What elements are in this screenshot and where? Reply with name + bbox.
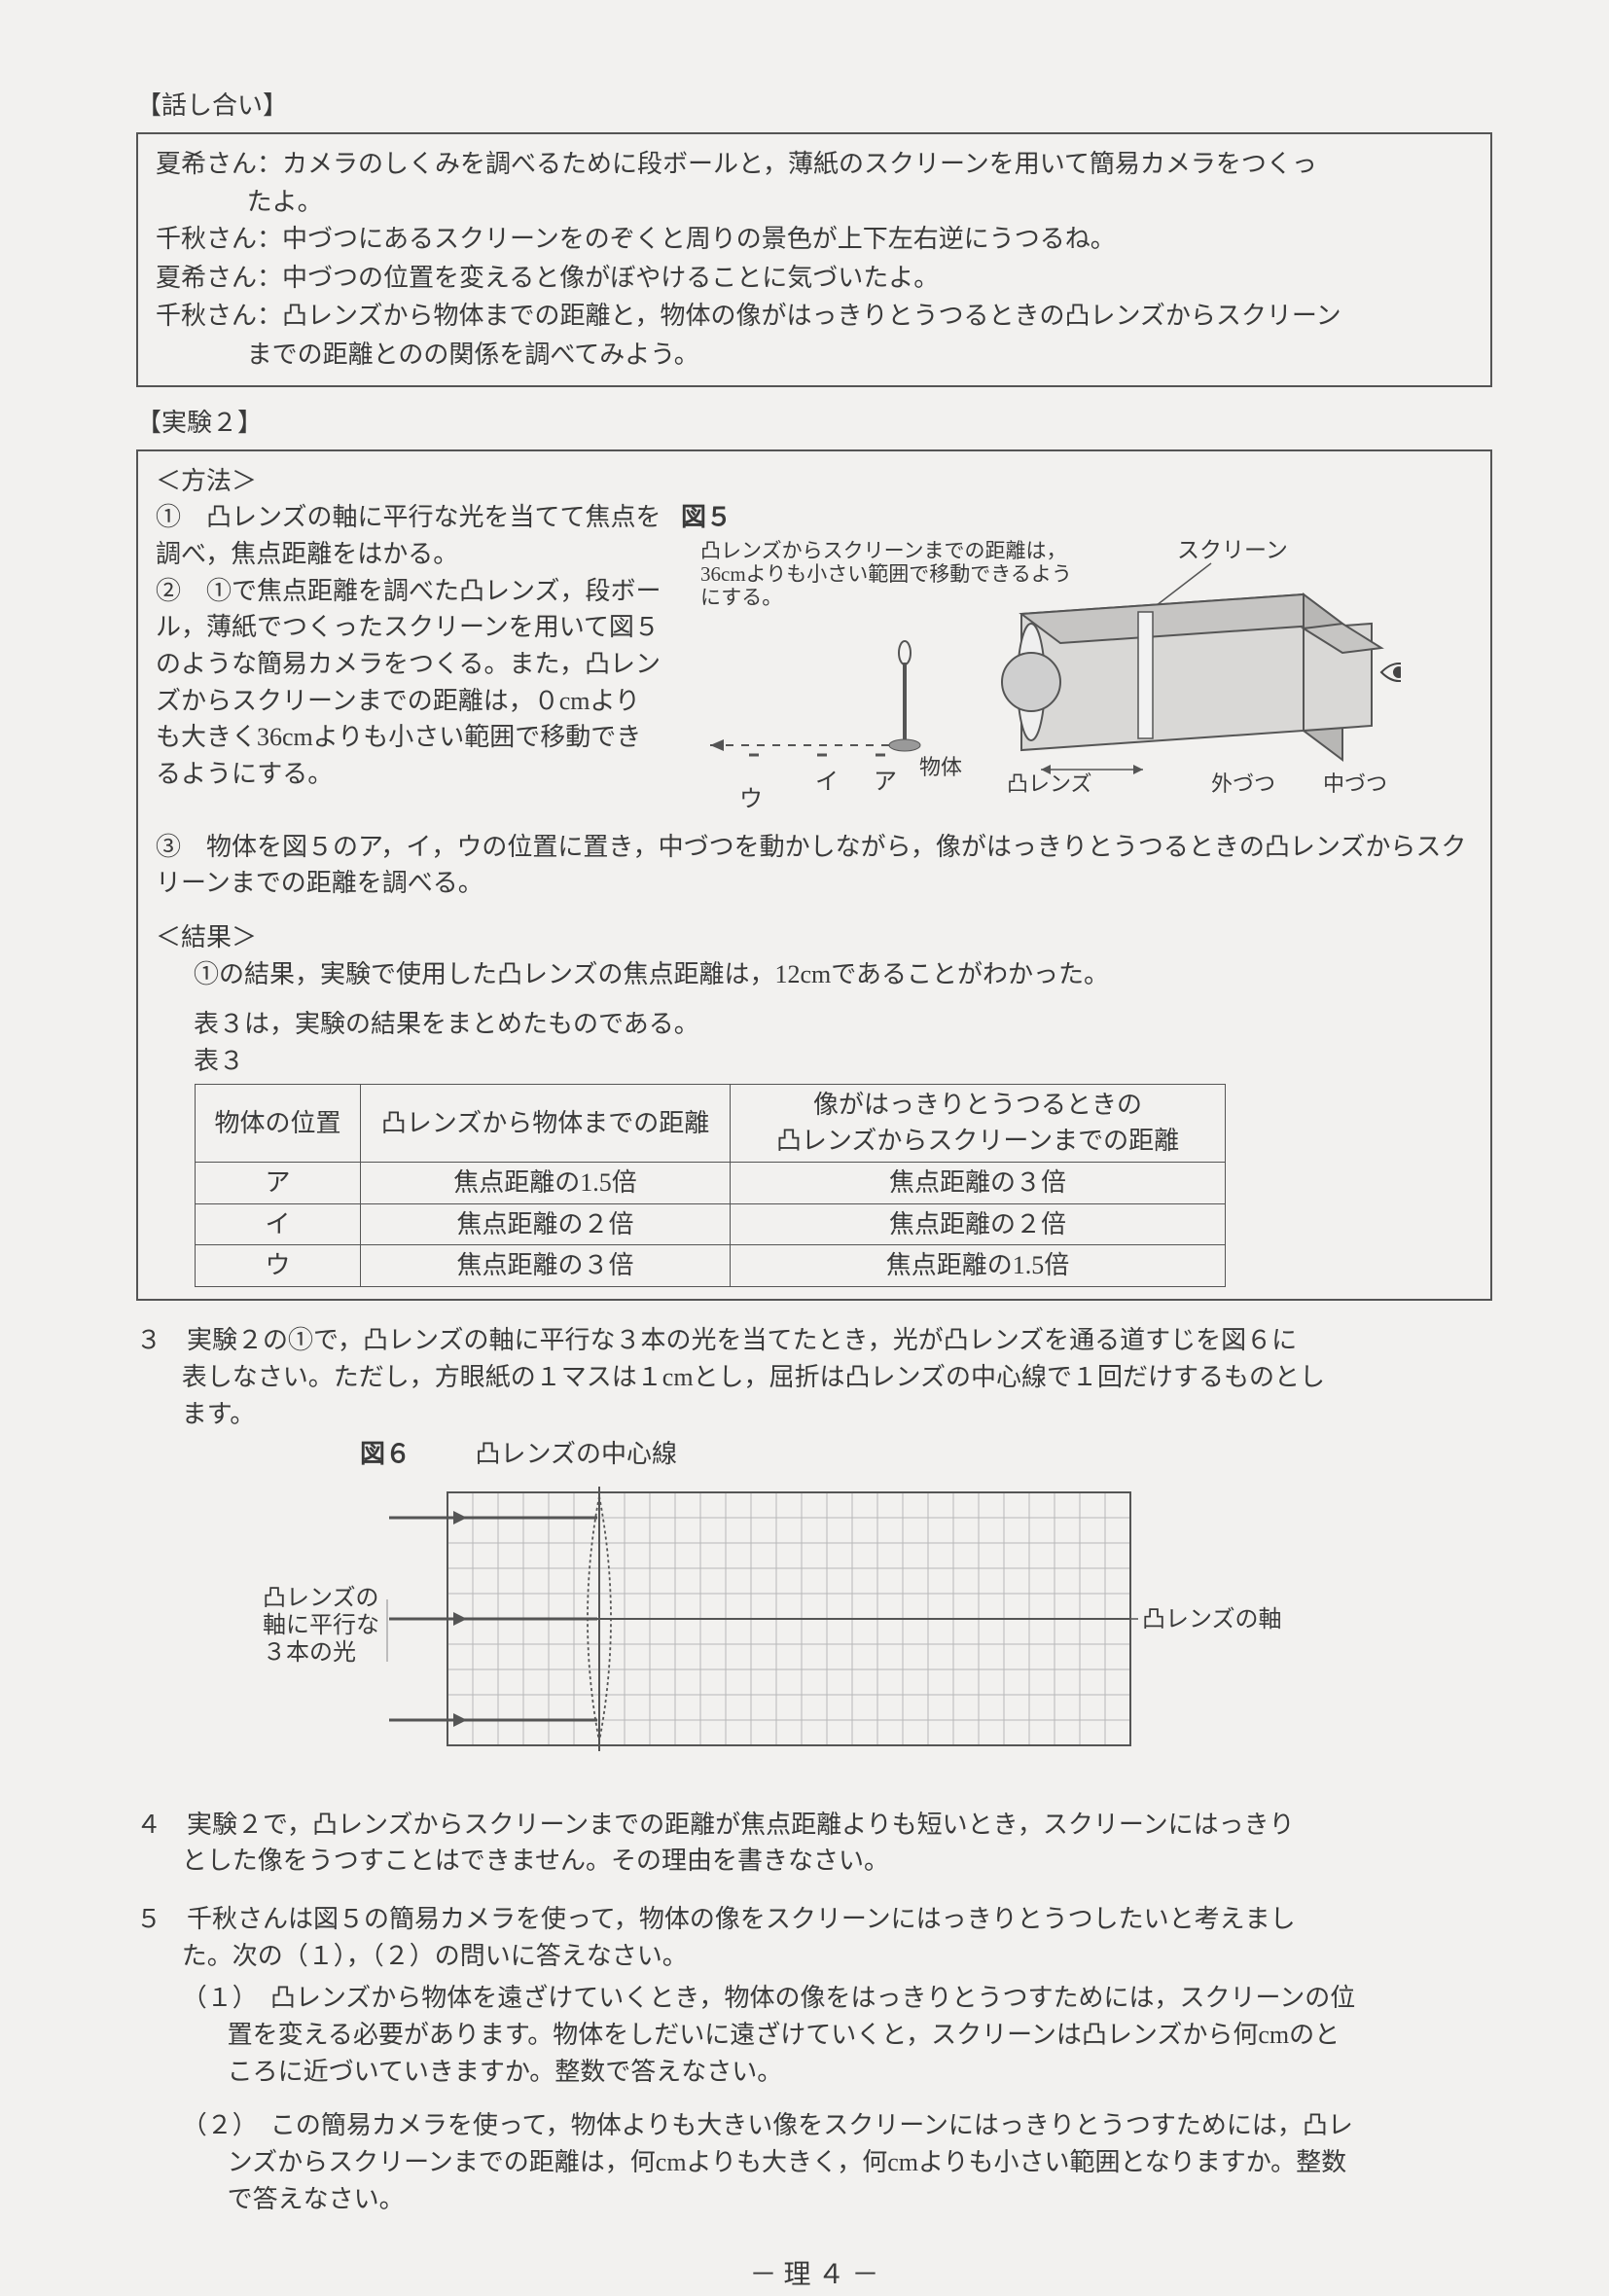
q4-num: ４ (136, 1811, 161, 1839)
svg-text:ウ: ウ (739, 787, 763, 812)
q3-num: ３ (136, 1326, 161, 1354)
fig6-svg: 凸レンズの軸 凸レンズの軸に平行な３本の光 (243, 1473, 1333, 1775)
fig6-label: 図６ (360, 1440, 411, 1468)
svg-text:凸レンズの: 凸レンズの (263, 1585, 379, 1611)
q5-l2: た。次の（１），（２）の問いに答えなさい。 (136, 1938, 1492, 1975)
table-intro: 表３は，実験の結果をまとめたものである。 (156, 1006, 1473, 1043)
svg-text:凸レンズの軸: 凸レンズの軸 (1142, 1606, 1282, 1632)
method-heading: ＜方法＞ (156, 463, 1473, 500)
table-row: イ焦点距離の２倍焦点距離の２倍 (196, 1203, 1226, 1245)
speaker-2: 千秋さん： (156, 221, 282, 258)
q5-1-num: （１） (182, 1984, 245, 2012)
dialog-3: 中づつの位置を変えると像がぼやけることに気づいたよ。 (282, 260, 1473, 297)
exp2-box: ＜方法＞ ① 凸レンズの軸に平行な光を当てて焦点を調べ，焦点距離をはかる。 ② … (136, 449, 1492, 1302)
svg-text:凸レンズ: 凸レンズ (1007, 771, 1092, 796)
q5-2-l3: で答えなさい。 (136, 2181, 1492, 2218)
svg-text:スクリーン: スクリーン (1177, 538, 1288, 562)
q5-l1: 千秋さんは図５の簡易カメラを使って，物体の像をスクリーンにはっきりとうつしたいと… (187, 1905, 1296, 1933)
q5-2-l2: ンズからスクリーンまでの距離は，何cmよりも大きく，何cmよりも小さい範囲となり… (136, 2144, 1492, 2181)
method-1: ① 凸レンズの軸に平行な光を当てて焦点を調べ，焦点距離をはかる。 (156, 499, 661, 572)
svg-text:物体: 物体 (919, 755, 962, 779)
fig6-centerline-label: 凸レンズの中心線 (476, 1440, 677, 1468)
q5-2-l1: この簡易カメラを使って，物体よりも大きい像をスクリーンにはっきりとうつすためには… (270, 2111, 1353, 2139)
svg-text:中づつ: 中づつ (1323, 771, 1387, 796)
table-header-2: 凸レンズから物体までの距離 (361, 1084, 731, 1162)
fig5-label: 図５ (681, 503, 732, 531)
table-row: ア焦点距離の1.5倍焦点距離の３倍 (196, 1163, 1226, 1204)
table-header-3: 像がはっきりとうつるときの凸レンズからスクリーンまでの距離 (731, 1084, 1226, 1162)
dialog-4a: 凸レンズから物体までの距離と，物体の像がはっきりとうつるときの凸レンズからスクリ… (282, 298, 1473, 335)
table-header-1: 物体の位置 (196, 1084, 361, 1162)
q4-l1: 実験２で，凸レンズからスクリーンまでの距離が焦点距離よりも短いとき，スクリーンに… (187, 1811, 1295, 1839)
fig5-svg: 凸レンズからスクリーンまでの距離は， 36cmよりも小さい範囲で移動できるよう … (681, 536, 1401, 818)
svg-text:イ: イ (815, 770, 839, 795)
method-left: ① 凸レンズの軸に平行な光を当てて焦点を調べ，焦点距離をはかる。 ② ①で焦点距… (156, 499, 681, 793)
discussion-box: 夏希さん：カメラのしくみを調べるために段ボールと，薄紙のスクリーンを用いて簡易カ… (136, 132, 1492, 387)
eye-icon (1381, 664, 1401, 681)
question-3: ３ 実験２の①で，凸レンズの軸に平行な３本の光を当てたとき，光が凸レンズを通る道… (136, 1322, 1492, 1784)
svg-text:軸に平行な: 軸に平行な (263, 1612, 379, 1638)
outer-tube-icon (1002, 594, 1342, 760)
svg-text:凸レンズからスクリーンまでの距離は，: 凸レンズからスクリーンまでの距離は， (700, 539, 1067, 562)
dialog-2: 中づつにあるスクリーンをのぞくと周りの景色が上下左右逆にうつるね。 (282, 221, 1473, 258)
method-3: ③ 物体を図５のア，イ，ウの位置に置き，中づつを動かしながら，像がはっきりとうつ… (156, 829, 1473, 902)
svg-text:にする。: にする。 (700, 586, 782, 609)
discussion-heading: 【話し合い】 (136, 88, 1492, 125)
q5-1-l2: 置を変える必要があります。物体をしだいに遠ざけていくと，スクリーンは凸レンズから… (136, 2017, 1492, 2054)
question-4: ４ 実験２で，凸レンズからスクリーンまでの距離が焦点距離よりも短いとき，スクリー… (136, 1807, 1492, 1880)
inner-tube-icon (1304, 624, 1381, 731)
speaker-3: 夏希さん： (156, 260, 282, 297)
q5-2-num: （２） (182, 2111, 245, 2139)
svg-text:ア: ア (874, 770, 897, 795)
screen-icon (1138, 612, 1153, 738)
table3: 物体の位置 凸レンズから物体までの距離 像がはっきりとうつるときの凸レンズからス… (195, 1084, 1226, 1287)
svg-text:外づつ: 外づつ (1211, 771, 1275, 796)
figure-5: 図５ 凸レンズからスクリーンまでの距離は， 36cmよりも小さい範囲で移動できる… (681, 499, 1473, 828)
method-2: ② ①で焦点距離を調べた凸レンズ，段ボール，薄紙でつくったスクリーンを用いて図５… (156, 573, 661, 793)
question-5: ５ 千秋さんは図５の簡易カメラを使って，物体の像をスクリーンにはっきりとうつした… (136, 1901, 1492, 2218)
dialog-1a: カメラのしくみを調べるために段ボールと，薄紙のスクリーンを用いて簡易カメラをつく… (282, 146, 1473, 183)
dialog-1b: たよ。 (156, 184, 1473, 221)
q5-1-l1: 凸レンズから物体を遠ざけていくとき，物体の像をはっきりとうつすためには，スクリー… (270, 1984, 1355, 2012)
table3-label: 表３ (156, 1043, 1473, 1080)
table-row: ウ焦点距離の３倍焦点距離の1.5倍 (196, 1245, 1226, 1287)
object-icon (889, 641, 920, 751)
result-heading: ＜結果＞ (156, 919, 1473, 956)
speaker-4: 千秋さん： (156, 298, 282, 335)
q3-l1: 実験２の①で，凸レンズの軸に平行な３本の光を当てたとき，光が凸レンズを通る道すじ… (187, 1326, 1297, 1354)
q3-l2: 表しなさい。ただし，方眼紙の１マスは１cmとし，屈折は凸レンズの中心線で１回だけ… (136, 1359, 1492, 1396)
exp2-heading: 【実験２】 (136, 405, 1492, 442)
q3-l3: ます。 (136, 1396, 1492, 1433)
dialog-4b: までの距離とのの関係を調べてみよう。 (156, 337, 1473, 374)
speaker-1: 夏希さん： (156, 146, 282, 183)
result-line: ①の結果，実験で使用した凸レンズの焦点距離は，12cmであることがわかった。 (156, 956, 1473, 993)
svg-text:36cmよりも小さい範囲で移動できるよう: 36cmよりも小さい範囲で移動できるよう (700, 562, 1072, 586)
q5-num: ５ (136, 1905, 161, 1933)
q4-l2: とした像をうつすことはできません。その理由を書きなさい。 (136, 1843, 1492, 1880)
svg-text:３本の光: ３本の光 (263, 1639, 356, 1666)
q5-1-l3: ころに近づいていきますか。整数で答えなさい。 (136, 2054, 1492, 2091)
